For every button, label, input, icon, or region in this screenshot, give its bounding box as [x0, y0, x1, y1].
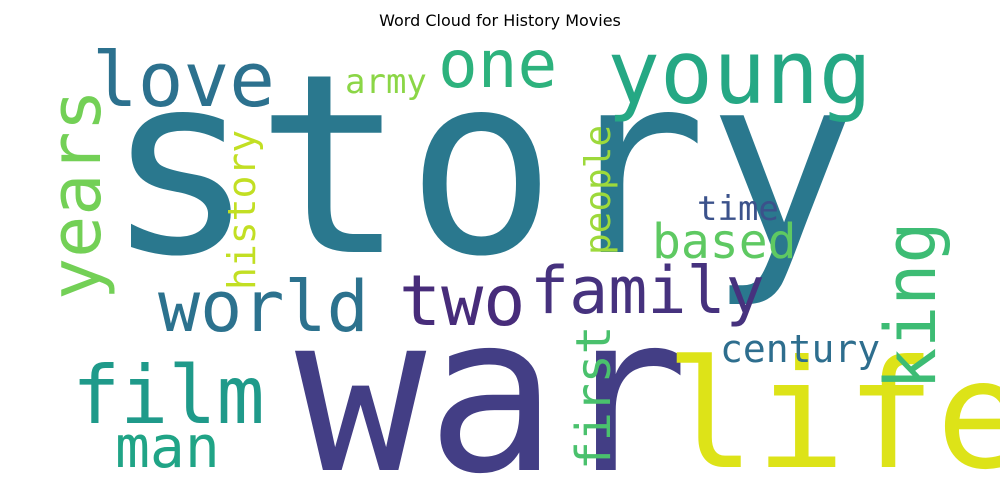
word-history: history — [220, 130, 264, 290]
word-first: first — [566, 326, 622, 471]
word-young: young — [607, 21, 872, 124]
word-war: war — [295, 269, 689, 500]
word-story: story — [105, 20, 858, 311]
word-people: people — [578, 125, 619, 255]
word-world: world — [158, 266, 369, 348]
word-love: love — [92, 35, 275, 124]
word-film: film — [72, 349, 265, 442]
word-man: man — [115, 413, 220, 481]
word-life: life — [665, 329, 1000, 500]
word-century: century — [720, 327, 880, 371]
word-time: time — [697, 189, 779, 229]
word-years: years — [35, 89, 117, 300]
chart-title: Word Cloud for History Movies — [379, 11, 621, 30]
word-two: two — [399, 260, 525, 342]
word-king: king — [870, 221, 952, 390]
word-army: army — [345, 62, 427, 102]
word-one: one — [438, 26, 557, 103]
word-based: based — [652, 214, 797, 270]
word-family: family — [530, 254, 765, 329]
